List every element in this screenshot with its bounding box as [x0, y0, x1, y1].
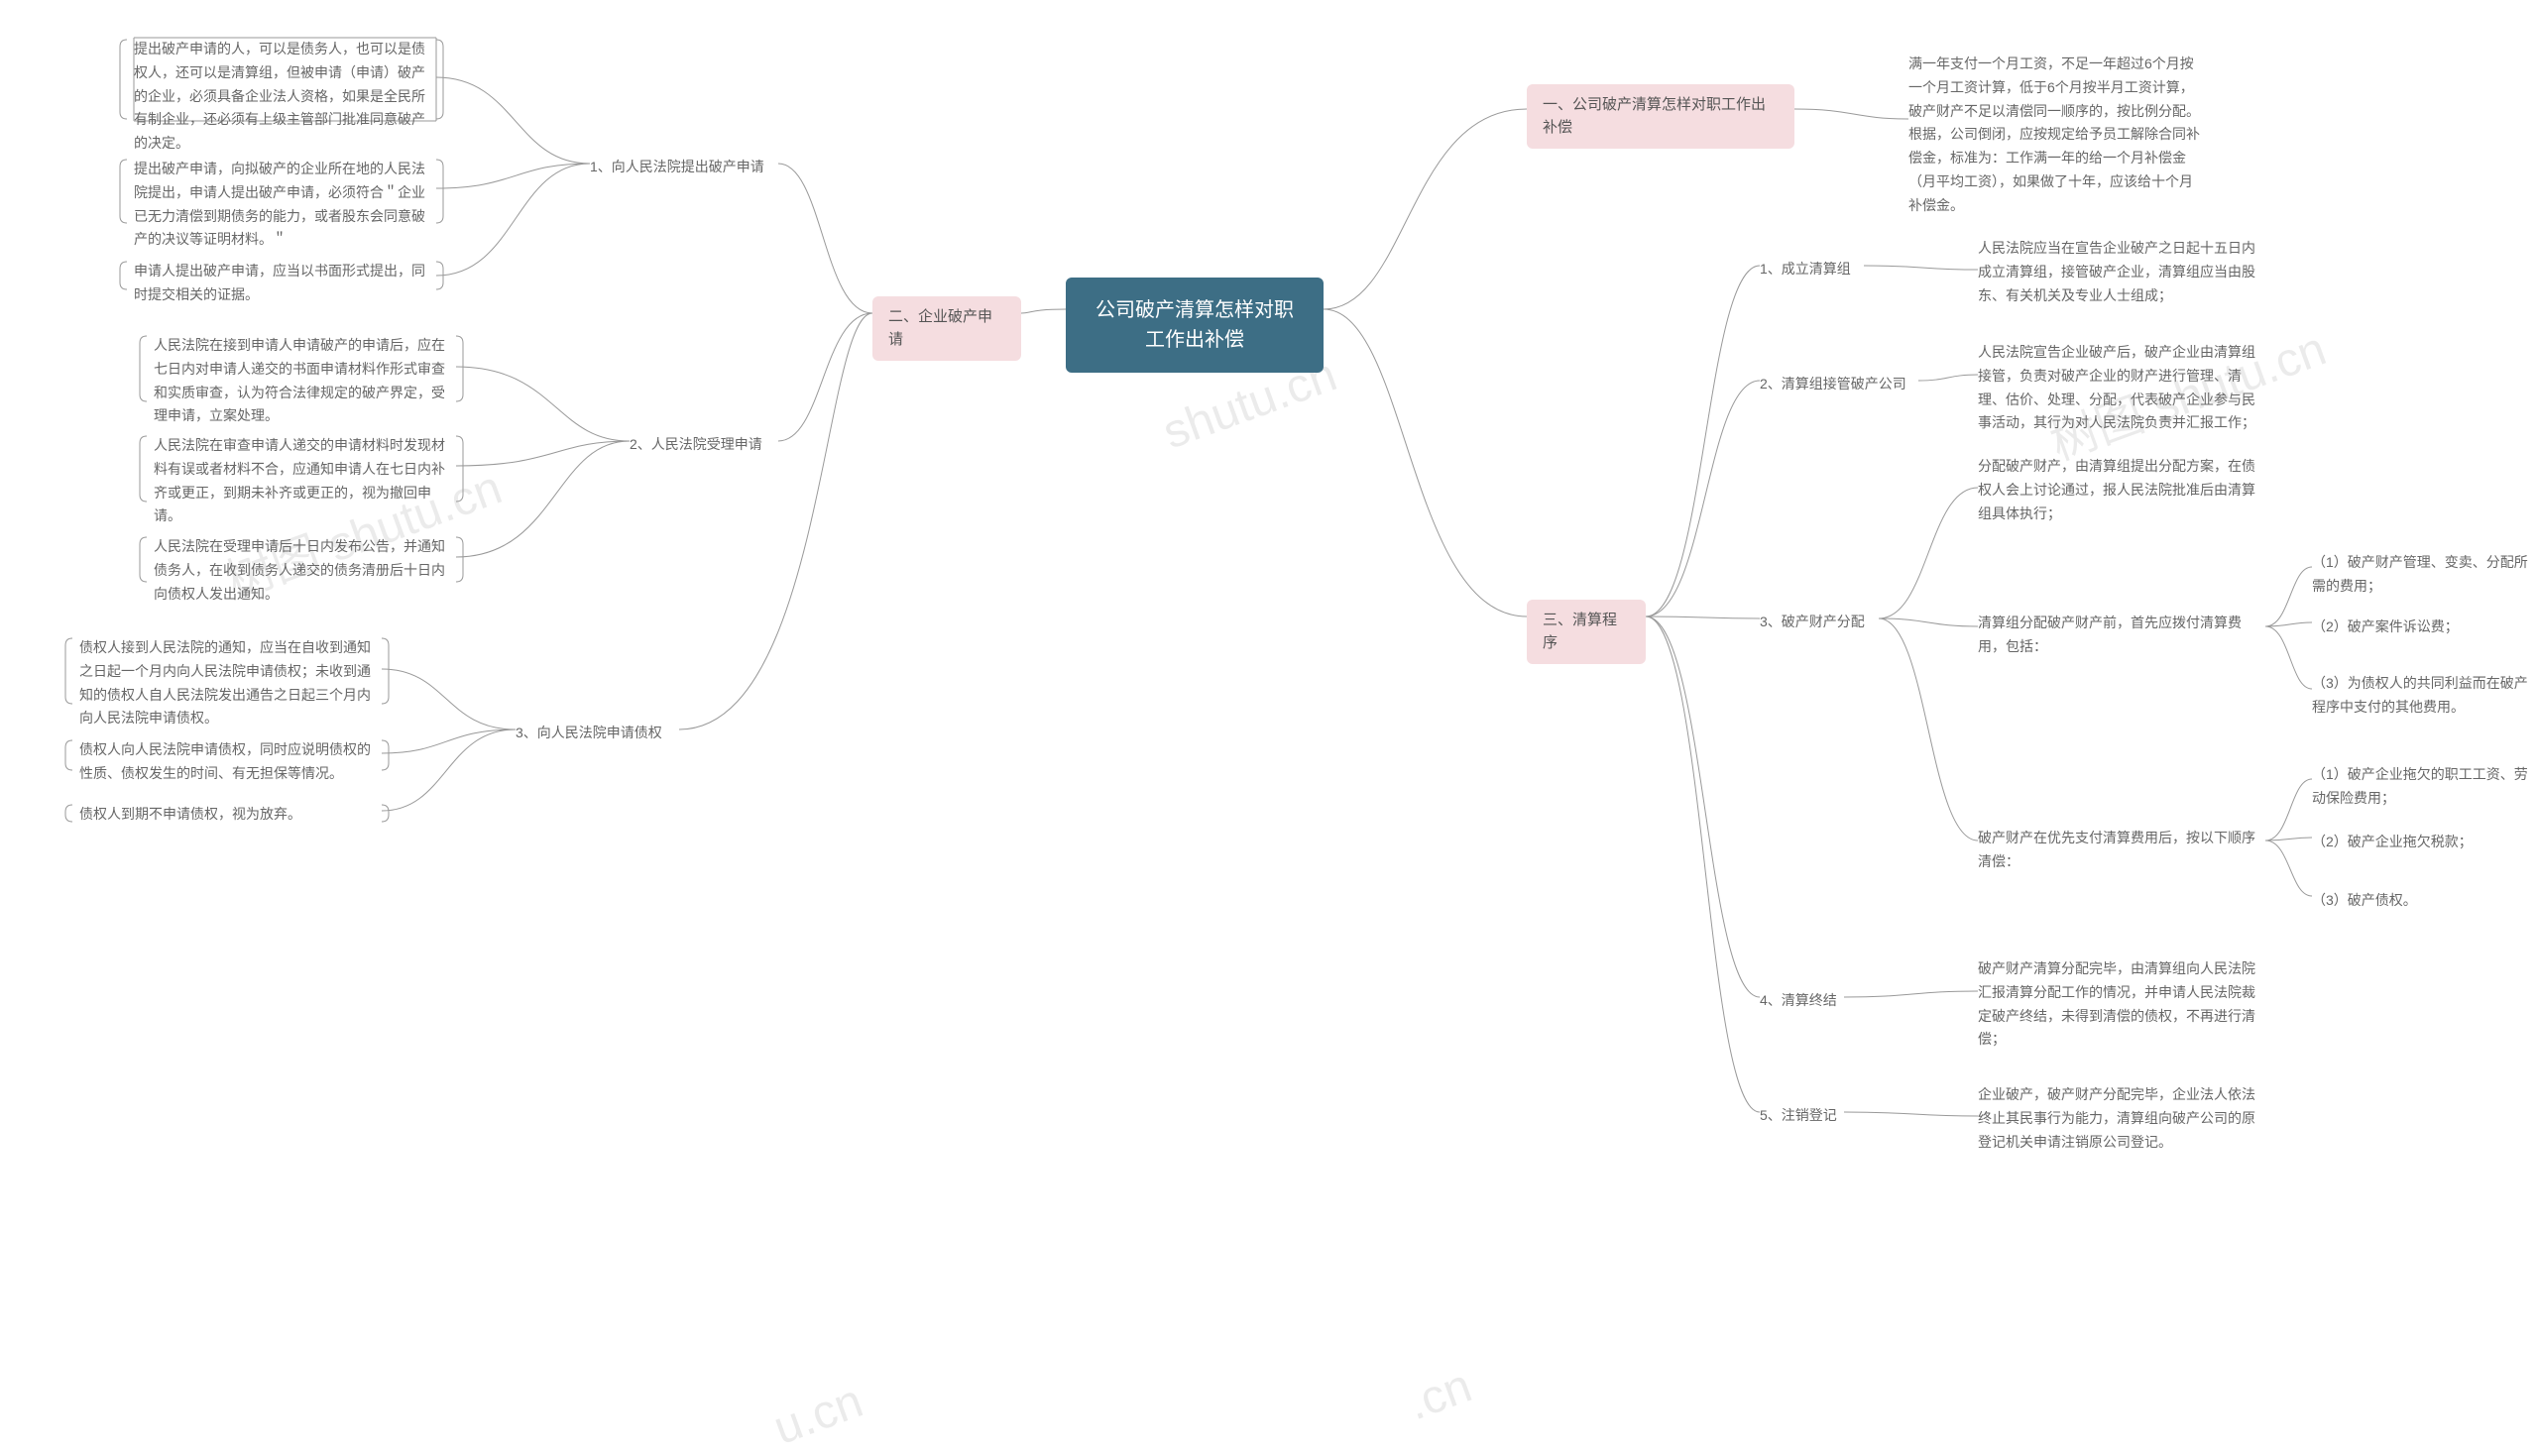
leaf-text: （2）破产案件诉讼费； — [2312, 616, 2532, 639]
leaf-text: 申请人提出破产申请，应当以书面形式提出，同时提交相关的证据。 — [134, 260, 431, 307]
leaf-text: 提出破产申请的人，可以是债务人，也可以是债权人，还可以是清算组，但被申请（申请）… — [134, 38, 431, 156]
leaf-text: 人民法院在接到申请人申请破产的申请后，应在七日内对申请人递交的书面申请材料作形式… — [154, 334, 451, 428]
leaf-text: 企业破产，破产财产分配完毕，企业法人依法终止其民事行为能力，清算组向破产公司的原… — [1978, 1083, 2265, 1154]
watermark: u.cn — [766, 1374, 869, 1456]
sub-node: 5、注销登记 — [1760, 1105, 1837, 1126]
sub-node: 2、清算组接管破产公司 — [1760, 374, 1906, 394]
leaf-text: 提出破产申请，向拟破产的企业所在地的人民法院提出，申请人提出破产申请，必须符合＂… — [134, 158, 431, 252]
leaf-text: 人民法院宣告企业破产后，破产企业由清算组接管，负责对破产企业的财产进行管理、清理… — [1978, 341, 2265, 435]
leaf-text: 人民法院应当在宣告企业破产之日起十五日内成立清算组，接管破产企业，清算组应当由股… — [1978, 237, 2265, 307]
leaf-text: 债权人接到人民法院的通知，应当在自收到通知之日起一个月内向人民法院申请债权；未收… — [79, 636, 377, 730]
leaf-text: 满一年支付一个月工资，不足一年超过6个月按一个月工资计算，低于6个月按半月工资计… — [1908, 53, 2206, 218]
sub-node: 1、向人民法院提出破产申请 — [590, 157, 764, 177]
leaf-text: 人民法院在受理申请后十日内发布公告，并通知债务人，在收到债务人递交的债务清册后十… — [154, 535, 451, 606]
leaf-text: 人民法院在审查申请人递交的申请材料时发现材料有误或者材料不合，应通知申请人在七日… — [154, 434, 451, 528]
leaf-text: 分配破产财产，由清算组提出分配方案，在债权人会上讨论通过，报人民法院批准后由清算… — [1978, 455, 2265, 525]
branch-liquidation-procedure: 三、清算程序 — [1527, 600, 1646, 664]
leaf-text: 债权人到期不申请债权，视为放弃。 — [79, 803, 377, 827]
sub-node: 3、破产财产分配 — [1760, 612, 1865, 632]
leaf-text: （3）为债权人的共同利益而在破产程序中支付的其他费用。 — [2312, 672, 2532, 720]
branch-compensation: 一、公司破产清算怎样对职工作出补偿 — [1527, 84, 1794, 149]
leaf-text: （1）破产财产管理、变卖、分配所需的费用； — [2312, 551, 2532, 599]
leaf-text: （2）破产企业拖欠税款； — [2312, 831, 2532, 854]
branch-bankruptcy-application: 二、企业破产申请 — [872, 296, 1021, 361]
leaf-text: 破产财产清算分配完毕，由清算组向人民法院汇报清算分配工作的情况，并申请人民法院裁… — [1978, 957, 2265, 1052]
sub-node: 4、清算终结 — [1760, 990, 1837, 1011]
sub-node: 3、向人民法院申请债权 — [516, 723, 662, 743]
sub-node: 1、成立清算组 — [1760, 259, 1851, 280]
leaf-text: 清算组分配破产财产前，首先应拨付清算费用，包括： — [1978, 612, 2265, 659]
leaf-text: （3）破产债权。 — [2312, 889, 2532, 913]
sub-node: 2、人民法院受理申请 — [630, 434, 762, 455]
leaf-text: 债权人向人民法院申请债权，同时应说明债权的性质、债权发生的时间、有无担保等情况。 — [79, 738, 377, 786]
leaf-text: 破产财产在优先支付清算费用后，按以下顺序清偿： — [1978, 827, 2265, 874]
watermark: .cn — [1401, 1359, 1479, 1432]
mindmap-root: 公司破产清算怎样对职工作出补偿 — [1066, 278, 1324, 373]
leaf-text: （1）破产企业拖欠的职工工资、劳动保险费用； — [2312, 763, 2532, 811]
